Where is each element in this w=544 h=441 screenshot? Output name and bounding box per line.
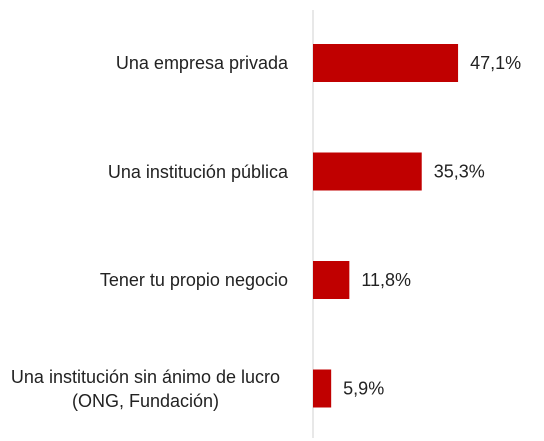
value-label: 35,3%	[434, 161, 485, 181]
value-label: 11,8%	[361, 270, 411, 290]
value-label: 5,9%	[343, 378, 384, 398]
category-label: Tener tu propio negocio	[99, 270, 288, 290]
category-label: Una institución pública	[107, 161, 288, 182]
bar	[313, 369, 332, 408]
bar	[313, 261, 350, 299]
bar	[313, 44, 459, 82]
category-label: Una institución sin ánimo de lucro (ONG,…	[10, 366, 281, 411]
bar	[313, 152, 422, 191]
value-label: 47,1%	[470, 53, 521, 73]
category-label: Una empresa privada	[115, 53, 288, 73]
